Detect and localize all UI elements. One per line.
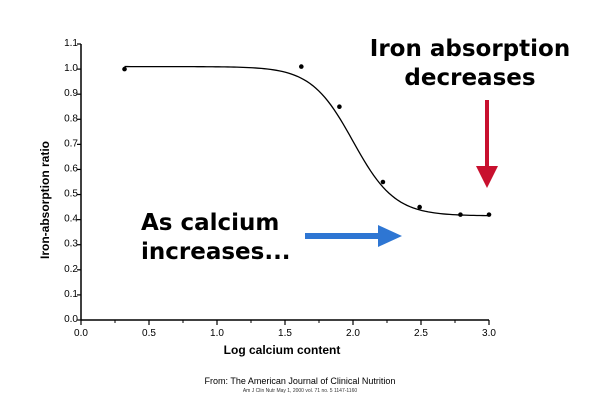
annotation-iron-line2: decreases bbox=[404, 65, 535, 91]
data-points bbox=[122, 64, 492, 217]
y-tick-label: 0.2 bbox=[64, 264, 78, 275]
x-tick-label: 3.0 bbox=[482, 328, 496, 339]
x-axis-ticks: 0.0 0.5 1.0 1.5 2.0 2.5 3.0 bbox=[74, 320, 496, 339]
x-tick-label: 0.5 bbox=[142, 328, 156, 339]
y-tick-label: 0.5 bbox=[64, 189, 78, 200]
y-axis-title: Iron-absorption ratio bbox=[38, 141, 52, 259]
data-point bbox=[380, 179, 386, 185]
x-tick-label: 2.5 bbox=[414, 328, 428, 339]
y-tick-label: 0.6 bbox=[64, 163, 78, 174]
arrow-right-icon bbox=[305, 225, 402, 247]
fit-curve bbox=[124, 65, 490, 217]
y-tick-label: 0.3 bbox=[64, 239, 78, 250]
data-point bbox=[417, 204, 422, 210]
x-axis-title: Log calcium content bbox=[224, 343, 341, 357]
data-point bbox=[299, 64, 304, 69]
y-tick-label: 1.0 bbox=[64, 63, 78, 74]
y-tick-label: 0.8 bbox=[64, 113, 78, 124]
x-tick-label: 1.0 bbox=[210, 328, 224, 339]
source-reference: Am J Clin Nutr May 1, 2000 vol. 71 no. 5… bbox=[242, 388, 358, 394]
source-title: From: The American Journal of Clinical N… bbox=[204, 376, 396, 386]
y-tick-label: 0.0 bbox=[64, 314, 78, 325]
annotation-calcium-line1: As calcium bbox=[141, 210, 279, 236]
y-tick-label: 1.1 bbox=[64, 38, 78, 49]
x-tick-label: 0.0 bbox=[74, 328, 88, 339]
data-point bbox=[122, 66, 127, 72]
data-point bbox=[486, 212, 492, 217]
arrow-down-icon bbox=[476, 100, 498, 188]
y-tick-label: 0.7 bbox=[64, 138, 78, 149]
y-tick-label: 0.4 bbox=[64, 214, 78, 225]
data-point bbox=[337, 104, 342, 110]
y-tick-label: 0.9 bbox=[64, 88, 78, 99]
annotation-iron-line1: Iron absorption bbox=[370, 36, 570, 62]
y-tick-label: 0.1 bbox=[64, 289, 78, 300]
annotation-calcium-line2: increases... bbox=[141, 239, 291, 265]
y-axis-ticks: 0.0 0.1 0.2 0.3 0.4 0.5 0.6 0.7 0.8 0.9 1.0 1.1 bbox=[64, 38, 81, 325]
data-point bbox=[458, 212, 463, 217]
x-tick-label: 1.5 bbox=[278, 328, 292, 339]
x-tick-label: 2.0 bbox=[346, 328, 360, 339]
